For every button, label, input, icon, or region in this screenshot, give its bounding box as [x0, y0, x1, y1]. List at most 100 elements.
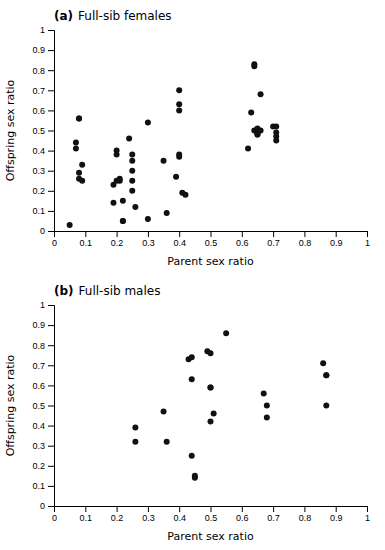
tick: 0.8: [32, 341, 54, 351]
x-axis: 00.10.20.30.40.50.60.70.80.91: [52, 506, 370, 523]
tick-mark: [48, 426, 54, 427]
point: [76, 115, 82, 121]
tick-label: 0.9: [330, 513, 343, 523]
point: [129, 178, 135, 184]
point: [79, 178, 85, 184]
tick-mark: [336, 506, 337, 512]
tick-mark: [48, 30, 54, 31]
tick: 0.9: [330, 231, 343, 248]
point: [211, 411, 217, 417]
x-axis-title: Parent sex ratio: [167, 255, 254, 268]
tick: 0.7: [32, 86, 54, 96]
point: [264, 415, 270, 421]
panel-title: (a)Full-sib females: [54, 9, 172, 23]
tick-mark: [336, 231, 337, 237]
point: [192, 475, 198, 481]
point: [323, 372, 329, 378]
tick-mark: [148, 231, 149, 237]
point: [117, 178, 123, 184]
tick: 0.9: [32, 45, 54, 55]
tick-label: 1: [365, 238, 370, 248]
tick-mark: [48, 466, 54, 467]
tick: 0: [52, 506, 57, 523]
tick-mark: [273, 506, 274, 512]
point: [129, 168, 135, 174]
point: [176, 154, 182, 160]
point: [161, 158, 167, 164]
tick-mark: [117, 506, 118, 512]
tick: 0.4: [32, 421, 54, 431]
tick-label: 0.2: [111, 513, 124, 523]
tick-mark: [211, 506, 212, 512]
point: [208, 350, 214, 356]
point: [145, 119, 151, 125]
tick-label: 0.5: [32, 401, 45, 411]
point: [126, 136, 132, 142]
tick-mark: [48, 231, 54, 232]
point: [223, 330, 229, 336]
point: [120, 218, 126, 224]
point: [189, 453, 195, 459]
point: [261, 390, 267, 396]
tick-mark: [48, 446, 54, 447]
y-axis-title: Offspring sex ratio: [4, 354, 17, 456]
tick-mark: [179, 506, 180, 512]
tick-label: 0.7: [32, 361, 45, 371]
point: [176, 87, 182, 93]
tick: 0.1: [80, 506, 93, 523]
tick-label: 0.5: [205, 238, 218, 248]
tick-label: 0.8: [32, 66, 45, 76]
point: [208, 419, 214, 425]
panel-title: (b)Full-sib males: [54, 284, 160, 298]
tick: 0.5: [32, 126, 54, 136]
tick-mark: [179, 231, 180, 237]
tick-label: 0: [40, 501, 45, 511]
tick-label: 0.2: [32, 186, 45, 196]
tick: 0.1: [80, 231, 93, 248]
tick: 0.3: [32, 166, 54, 176]
y-axis: 00.10.20.30.40.50.60.70.80.91: [32, 300, 54, 511]
tick: 0.6: [32, 381, 54, 391]
tick-label: 0.4: [32, 421, 45, 431]
tick: 0.2: [32, 461, 54, 471]
tick-mark: [304, 506, 305, 512]
tick: 0.6: [236, 506, 249, 523]
axis-line: [55, 232, 368, 238]
tick-mark: [148, 506, 149, 512]
axis-line: [48, 31, 55, 232]
tick-label: 0.8: [299, 238, 312, 248]
tick: 0.8: [299, 506, 312, 523]
point: [176, 107, 182, 113]
tick-label: 0.3: [32, 441, 45, 451]
tick: 0.1: [32, 481, 54, 491]
point: [120, 218, 126, 224]
point: [114, 152, 120, 158]
tick-mark: [48, 171, 54, 172]
tick-mark: [48, 70, 54, 71]
point: [67, 222, 73, 228]
point: [173, 174, 179, 180]
tick: 0.2: [32, 186, 54, 196]
point: [258, 91, 264, 97]
point: [273, 123, 279, 129]
tick-label: 0.1: [32, 481, 45, 491]
tick-label: 0.5: [32, 126, 45, 136]
tick-label: 0.5: [205, 513, 218, 523]
figure: 0 0.1 0.2 0.3 0.4 0.5 0.6 0.7 0.8 0.9 1 0 0.1 0.2 0.3 0…: [0, 0, 385, 550]
tick-mark: [48, 151, 54, 152]
tick-label: 0.1: [80, 238, 93, 248]
point: [189, 376, 195, 382]
tick: 0.3: [142, 231, 155, 248]
tick-mark: [242, 231, 243, 237]
tick-mark: [48, 385, 54, 386]
points: [67, 61, 280, 228]
point: [73, 146, 79, 152]
tick-mark: [48, 191, 54, 192]
tick-label: 0.7: [267, 513, 280, 523]
point: [132, 439, 138, 445]
tick-label: 0.3: [142, 238, 155, 248]
tick-mark: [367, 231, 368, 237]
tick-label: 0.2: [32, 461, 45, 471]
tick-label: 0.6: [32, 381, 45, 391]
point: [132, 204, 138, 210]
